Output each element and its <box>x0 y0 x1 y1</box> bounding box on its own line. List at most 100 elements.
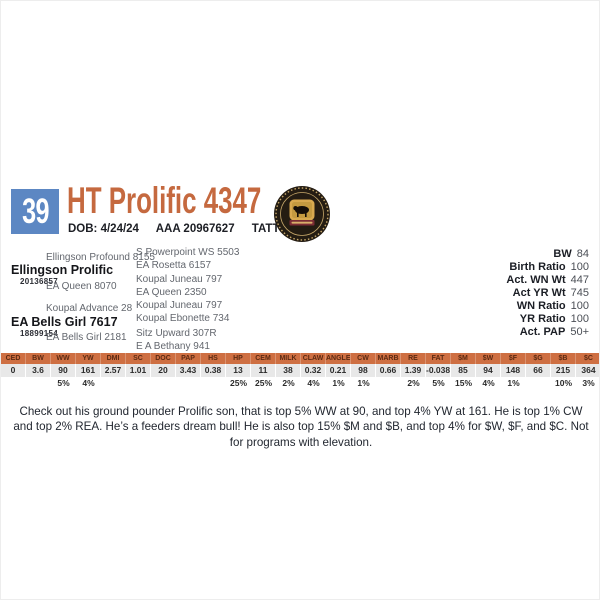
epd-percentile-cell: 1% <box>507 378 520 388</box>
epd-percentile-cell <box>151 377 176 388</box>
sire-sire: Ellingson Profound 8155 <box>46 252 155 263</box>
ranch-seal-icon <box>273 185 331 243</box>
stat-label: Act YR Wt <box>512 287 566 299</box>
epd-column-sw: $W 94 4% <box>476 353 501 388</box>
epd-header-cell: CLAW <box>301 353 326 364</box>
epd-header-cell: SC <box>126 353 151 364</box>
performance-stats: BW 84 Birth Ratio 100 Act. WN Wt 447 Act YR Wt… <box>506 248 589 339</box>
epd-header-cell: CED <box>1 353 26 364</box>
dam-registration: 18899154 <box>20 329 58 338</box>
registration-number: AAA 20967627 <box>155 223 235 235</box>
epd-column-sc: SC 1.01 <box>126 353 151 388</box>
epd-value-cell: -0.038 <box>426 364 451 377</box>
epd-value-cell: 3.43 <box>176 364 201 377</box>
epd-value-cell: 0 <box>1 364 26 377</box>
epd-column-cem: CEM 11 25% <box>251 353 276 388</box>
lot-number-badge: 39 <box>11 189 59 234</box>
epd-percentile-cell: 5% <box>432 378 445 388</box>
stat-value: 100 <box>570 313 589 325</box>
dob-text: DOB: 4/24/24 <box>68 223 139 235</box>
stat-value: 100 <box>570 300 589 312</box>
stat-label: BW <box>553 248 572 260</box>
epd-value-cell: 20 <box>151 364 176 377</box>
epd-percentile-cell: 3% <box>582 378 595 388</box>
epd-percentile-cell: 25% <box>254 378 272 388</box>
epd-value-cell: 2.57 <box>101 364 126 377</box>
epd-column-dmi: DMI 2.57 <box>101 353 126 388</box>
epd-header-cell: ANGLE <box>326 353 351 364</box>
epd-header-cell: YW <box>76 353 101 364</box>
lot-number: 39 <box>21 191 49 231</box>
stat-birth-ratio: Birth Ratio 100 <box>506 261 589 274</box>
epd-percentile-cell: 1% <box>357 378 370 388</box>
epd-column-bw: BW 3.6 <box>26 353 51 388</box>
epd-value-cell: 38 <box>276 364 301 377</box>
epd-header-cell: MILK <box>276 353 301 364</box>
sire-granddam-paternal: EA Rosetta 6157 <box>136 260 212 271</box>
epd-percentile-cell <box>176 377 201 388</box>
epd-percentile-cell <box>201 377 226 388</box>
epd-value-cell: 90 <box>51 364 76 377</box>
epd-header-cell: BW <box>26 353 51 364</box>
epd-percentile-cell <box>126 377 151 388</box>
epd-header-cell: RE <box>401 353 426 364</box>
stat-value: 50+ <box>570 326 589 338</box>
epd-value-cell: 1.39 <box>401 364 426 377</box>
epd-value-cell: 3.6 <box>26 364 51 377</box>
epd-value-cell: 66 <box>526 364 551 377</box>
stat-act-wn-wt: Act. WN Wt 447 <box>506 274 589 287</box>
stat-label: WN Ratio <box>516 300 566 312</box>
epd-percentile-cell: 4% <box>482 378 495 388</box>
epd-header-cell: DOC <box>151 353 176 364</box>
epd-header-cell: $M <box>451 353 476 364</box>
dam-dam: EA Bells Girl 2181 <box>46 332 127 343</box>
animal-name-title: HT Prolific 4347 <box>67 180 262 221</box>
epd-table: CED 0 BW 3.6 WW 90 5% YW 161 4% DMI 2.57 SC 1.01 DOC 20… <box>1 353 599 388</box>
sire-dam: EA Queen 8070 <box>46 281 117 292</box>
epd-percentile-cell <box>101 377 126 388</box>
stat-bw: BW 84 <box>506 248 589 261</box>
stat-value: 447 <box>570 274 589 286</box>
epd-value-cell: 0.21 <box>326 364 351 377</box>
epd-column-sc: $C 364 3% <box>576 353 599 388</box>
epd-header-cell: $C <box>576 353 599 364</box>
epd-percentile-cell <box>1 377 26 388</box>
epd-value-cell: 11 <box>251 364 276 377</box>
epd-percentile-cell <box>526 377 551 388</box>
epd-header-cell: MARB <box>376 353 401 364</box>
epd-percentile-cell: 15% <box>454 378 472 388</box>
ranch-seal-graphic <box>274 186 330 242</box>
epd-value-cell: 161 <box>76 364 101 377</box>
epd-header-cell: DMI <box>101 353 126 364</box>
epd-value-cell: 148 <box>501 364 526 377</box>
epd-column-pap: PAP 3.43 <box>176 353 201 388</box>
epd-column-sf: $F 148 1% <box>501 353 526 388</box>
dam-granddam-paternal: Koupal Ebonette 734 <box>136 313 230 324</box>
epd-value-cell: 0.38 <box>201 364 226 377</box>
sire-grandsire-paternal: S Powerpoint WS 5503 <box>136 247 240 258</box>
epd-percentile-cell: 10% <box>554 378 572 388</box>
epd-header-cell: HP <box>226 353 251 364</box>
stat-value: 745 <box>570 287 589 299</box>
epd-column-sb: $B 215 10% <box>551 353 576 388</box>
dam-sire: Koupal Advance 28 <box>46 303 133 314</box>
epd-value-cell: 0.32 <box>301 364 326 377</box>
epd-column-hs: HS 0.38 <box>201 353 226 388</box>
epd-column-re: RE 1.39 2% <box>401 353 426 388</box>
epd-value-cell: 98 <box>351 364 376 377</box>
epd-percentile-cell: 2% <box>282 378 295 388</box>
stat-act-pap: Act. PAP 50+ <box>506 326 589 339</box>
epd-header-cell: CEM <box>251 353 276 364</box>
epd-percentile-cell: 25% <box>229 378 247 388</box>
epd-value-cell: 215 <box>551 364 576 377</box>
epd-column-ww: WW 90 5% <box>51 353 76 388</box>
epd-column-marb: MARB 0.66 <box>376 353 401 388</box>
sire-grandsire-maternal: Koupal Juneau 797 <box>136 274 223 285</box>
epd-header-cell: $F <box>501 353 526 364</box>
epd-header-cell: CW <box>351 353 376 364</box>
epd-header-cell: WW <box>51 353 76 364</box>
epd-header-cell: FAT <box>426 353 451 364</box>
epd-column-yw: YW 161 4% <box>76 353 101 388</box>
dam-name: EA Bells Girl 7617 <box>11 315 118 329</box>
